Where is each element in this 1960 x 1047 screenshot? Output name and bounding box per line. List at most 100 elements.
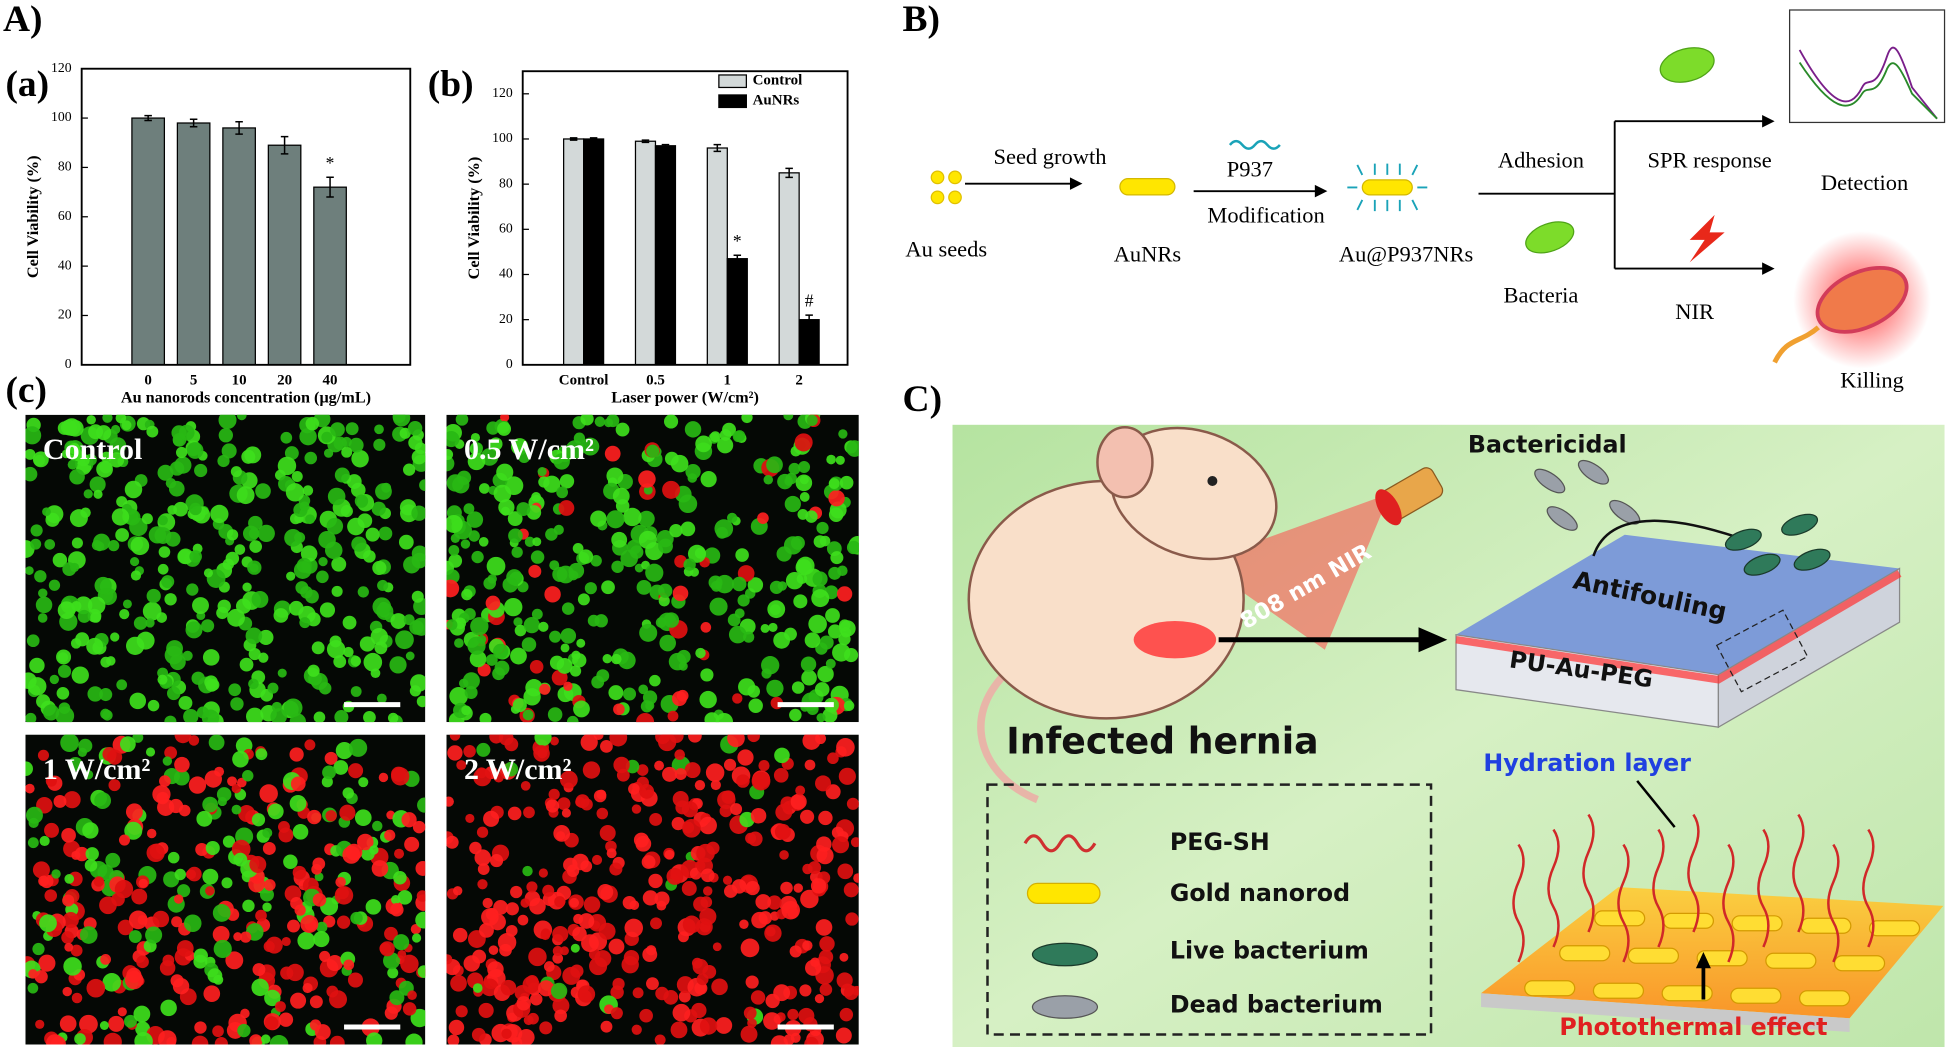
cell <box>359 636 376 652</box>
cell <box>816 521 829 535</box>
slab-top <box>1456 534 1900 675</box>
cell <box>487 574 497 584</box>
cell <box>269 1035 289 1045</box>
cell <box>25 712 37 723</box>
mouse-eye <box>1207 476 1218 487</box>
arrowhead <box>1314 184 1328 198</box>
cell <box>529 897 546 915</box>
cell <box>655 734 671 745</box>
cell <box>540 930 551 941</box>
cell <box>236 486 255 505</box>
cell <box>401 812 417 828</box>
cell <box>316 921 328 933</box>
cell <box>726 512 738 523</box>
cell <box>670 1021 688 1039</box>
cell <box>774 747 790 764</box>
cell <box>123 1014 137 1028</box>
cell <box>558 500 575 516</box>
cell <box>110 632 120 642</box>
cell <box>636 712 655 723</box>
cell <box>612 487 630 505</box>
cell <box>460 539 471 549</box>
plot-frame <box>80 67 412 366</box>
error-bar <box>326 176 334 198</box>
cell <box>58 702 71 714</box>
peg-chain <box>1582 813 1595 933</box>
cell <box>654 1034 666 1045</box>
seed <box>930 170 945 185</box>
cell <box>784 627 797 641</box>
cell <box>158 1030 177 1045</box>
cell <box>214 1037 228 1045</box>
cell <box>290 776 306 792</box>
cell <box>191 1035 209 1045</box>
cell <box>510 647 527 665</box>
cell <box>69 468 85 485</box>
cell <box>335 876 346 888</box>
cell <box>309 995 323 1009</box>
arrowhead <box>1069 177 1083 190</box>
cell <box>230 697 244 711</box>
cell <box>389 990 405 1006</box>
surface-rod <box>1800 917 1852 934</box>
cell <box>808 614 827 634</box>
cell <box>167 505 178 515</box>
cell <box>472 983 483 993</box>
cell <box>94 792 112 809</box>
cell <box>289 747 304 762</box>
cell <box>108 779 121 792</box>
cell <box>787 1008 799 1021</box>
cell <box>53 795 67 808</box>
label: Detection <box>1821 170 1908 195</box>
legend-label: Dead bacterium <box>1170 990 1383 1018</box>
cell <box>74 846 90 862</box>
cell <box>770 1035 789 1045</box>
cell <box>715 1017 733 1034</box>
arrow <box>1478 120 1769 270</box>
cell <box>145 618 155 628</box>
cell <box>517 914 529 926</box>
cell <box>309 1019 322 1031</box>
cell <box>255 909 267 922</box>
cell <box>472 442 483 454</box>
cell <box>212 904 231 922</box>
cell <box>342 787 354 799</box>
cell <box>411 505 426 521</box>
bar <box>131 117 166 366</box>
cell <box>556 657 573 674</box>
cell <box>570 964 584 978</box>
cell <box>695 647 706 659</box>
cell <box>471 550 484 564</box>
cell <box>582 761 601 779</box>
cell <box>152 910 170 928</box>
cell <box>62 986 72 997</box>
cell <box>115 528 129 542</box>
arrowhead <box>1418 627 1448 653</box>
cell <box>293 561 312 579</box>
cell <box>510 885 523 899</box>
cell <box>109 452 125 468</box>
cell <box>30 524 43 537</box>
cell <box>397 949 407 959</box>
cell <box>372 560 387 576</box>
surface-rod <box>1524 980 1576 997</box>
cell <box>577 593 590 606</box>
cell <box>217 796 227 807</box>
cell <box>549 630 562 643</box>
cell <box>795 785 806 796</box>
cell <box>69 509 88 528</box>
cell <box>526 881 538 893</box>
cell <box>196 810 213 827</box>
x-tick-label: 5 <box>190 373 198 389</box>
cell <box>255 483 271 499</box>
error-bar <box>661 143 670 148</box>
cell <box>681 881 697 896</box>
cell <box>43 704 60 721</box>
cell <box>192 597 209 614</box>
cell <box>374 424 384 435</box>
cell <box>571 650 581 660</box>
cell <box>193 948 208 963</box>
cell <box>146 828 157 839</box>
cell <box>157 798 175 816</box>
cell <box>186 583 199 596</box>
